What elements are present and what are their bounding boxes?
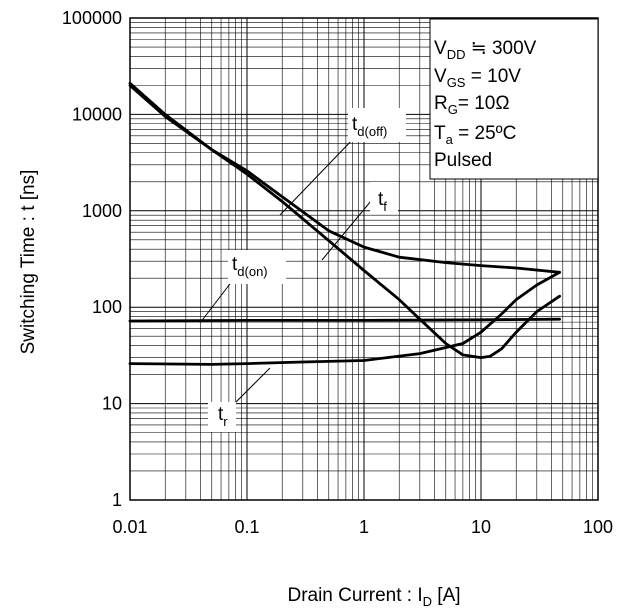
series-label-1: tf <box>378 189 387 214</box>
grid <box>129 18 598 501</box>
x-axis-title: Drain Current : ID [A] <box>287 585 460 609</box>
x-tick-label: 1 <box>359 517 369 537</box>
series-line-2 <box>128 317 561 323</box>
series-label-0: td(off) <box>352 114 387 139</box>
series-line-3 <box>128 270 561 366</box>
condition-ta: Ta = 25ºC <box>434 123 516 147</box>
x-tick-label: 10 <box>471 517 491 537</box>
series-label-3: tr <box>218 404 228 429</box>
condition-pulsed: Pulsed <box>434 150 492 171</box>
series-label-2: td(on) <box>232 254 268 279</box>
tick-labels: 0.01 0.1 1 10 100 1 10 100 1000 10000 100000 <box>62 8 613 537</box>
series-layer <box>128 81 561 366</box>
plot-frame <box>129 17 599 501</box>
leader-line-1 <box>321 194 377 261</box>
x-tick-label: 0.1 <box>234 517 259 537</box>
y-tick-label: 100 <box>92 297 122 317</box>
y-tick-label: 1000 <box>82 201 122 221</box>
y-tick-label: 100000 <box>62 8 122 28</box>
x-tick-label: 0.01 <box>112 517 147 537</box>
series-labels: td(off) tf td(on) tr <box>199 108 406 432</box>
y-tick-label: 10 <box>102 394 122 414</box>
series-label-bg-2 <box>228 250 286 284</box>
condition-rg: RG= 10Ω <box>434 93 510 117</box>
conditions-legend: VDD ≒ 300V VGS = 10V RG= 10Ω Ta = 25ºC P… <box>429 18 599 180</box>
conditions-box <box>429 18 599 180</box>
condition-vdd: VDD ≒ 300V <box>434 38 537 62</box>
condition-vgs: VGS = 10V <box>434 66 521 90</box>
leader-line-0 <box>279 137 355 216</box>
series-label-bg-1 <box>370 182 398 212</box>
y-tick-label: 10000 <box>72 104 122 124</box>
series-label-bg-0 <box>348 108 406 142</box>
y-tick-label: 1 <box>112 490 122 510</box>
series-label-bg-3 <box>208 402 236 432</box>
y-axis-title: Switching Time : t [ns] <box>18 170 39 355</box>
x-tick-label: 100 <box>583 517 613 537</box>
